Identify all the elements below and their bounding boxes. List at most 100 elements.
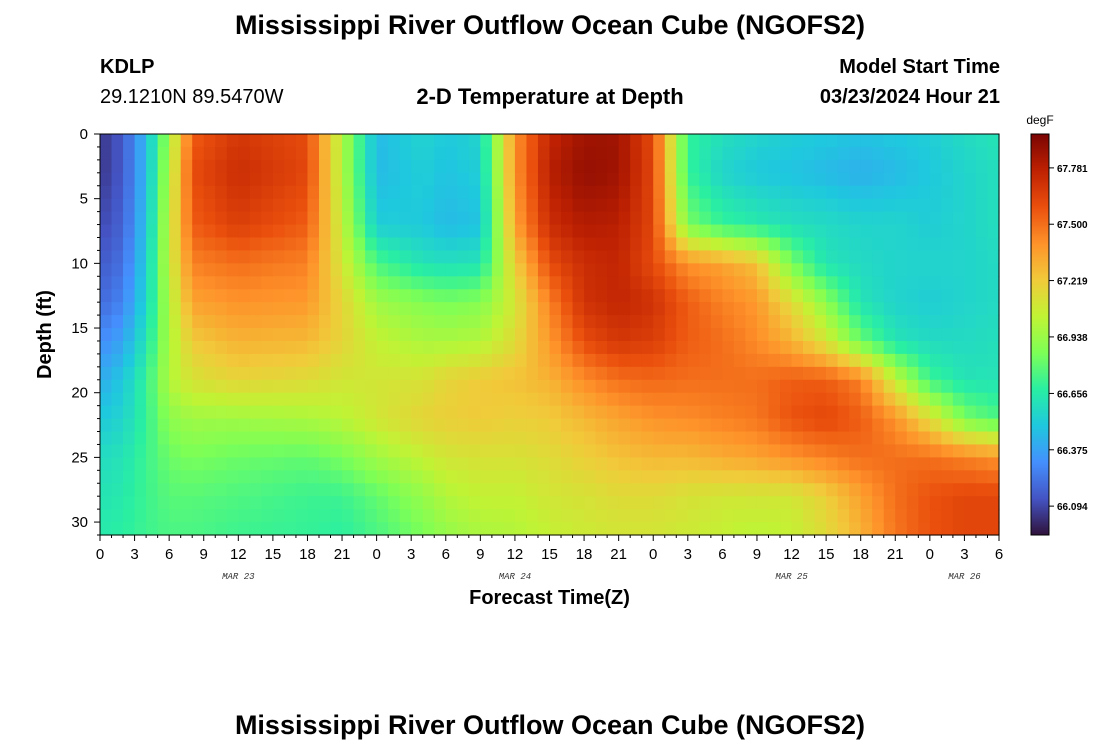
heatmap-cell <box>180 237 193 252</box>
heatmap-cell <box>733 211 747 226</box>
heatmap-cell <box>491 289 504 303</box>
heatmap-cell <box>468 509 481 523</box>
heatmap-cell <box>826 211 839 226</box>
heatmap-cell <box>526 276 539 290</box>
heatmap-cell <box>318 353 332 368</box>
heatmap-cell <box>284 146 297 161</box>
heatmap-cell <box>895 289 908 303</box>
heatmap-cell <box>618 237 631 252</box>
heatmap-cell <box>872 470 885 484</box>
heatmap-cell <box>342 418 355 433</box>
heatmap-cell <box>607 431 620 446</box>
heatmap-cell <box>491 159 504 174</box>
heatmap-cell <box>780 353 793 368</box>
heatmap-cell <box>342 340 355 355</box>
heatmap-cell <box>826 522 839 536</box>
heatmap-cell <box>733 353 747 368</box>
heatmap-cell <box>537 353 551 368</box>
y-tick-label: 0 <box>80 126 88 143</box>
heatmap-cell <box>376 263 389 277</box>
heatmap-cell <box>849 340 862 355</box>
heatmap-cell <box>595 392 608 407</box>
heatmap-cell <box>111 159 124 174</box>
heatmap-cell <box>399 353 412 368</box>
heatmap-cell <box>215 224 228 239</box>
heatmap-cell <box>952 328 966 342</box>
heatmap-cell <box>192 418 205 433</box>
heatmap-cell <box>584 250 597 264</box>
heatmap-cell <box>549 431 562 446</box>
heatmap-cell <box>307 198 320 213</box>
y-tick-label: 10 <box>71 255 88 272</box>
heatmap-cell <box>388 457 401 471</box>
heatmap-cell <box>399 418 412 433</box>
heatmap-cell <box>123 315 136 329</box>
heatmap-cell <box>872 302 885 316</box>
heatmap-cell <box>618 159 631 174</box>
heatmap-cell <box>284 198 297 213</box>
heatmap-cell <box>572 134 585 148</box>
heatmap-cell <box>872 159 885 174</box>
heatmap-cell <box>595 289 608 303</box>
heatmap-cell <box>549 522 562 536</box>
heatmap-cell <box>468 302 481 316</box>
heatmap-cell <box>353 470 366 484</box>
heatmap-cell <box>791 522 804 536</box>
heatmap-cell <box>607 405 620 420</box>
heatmap-cell <box>180 509 193 523</box>
heatmap-cell <box>745 522 758 536</box>
heatmap-cell <box>733 457 747 471</box>
heatmap-cell <box>964 263 977 277</box>
heatmap-cell <box>503 250 516 264</box>
heatmap-cell <box>733 289 747 303</box>
heatmap-cell <box>134 146 147 161</box>
heatmap-cell <box>630 211 643 226</box>
heatmap-cell <box>411 418 424 433</box>
heatmap-cell <box>399 509 412 523</box>
heatmap-cell <box>411 483 424 497</box>
heatmap-cell <box>687 496 700 510</box>
heatmap-cell <box>284 172 297 187</box>
heatmap-cell <box>964 185 977 200</box>
heatmap-cell <box>457 159 470 174</box>
heatmap-cell <box>146 211 159 226</box>
heatmap-cell <box>307 134 320 148</box>
heatmap-cell <box>872 263 885 277</box>
heatmap-cell <box>756 418 770 433</box>
heatmap-cell <box>249 172 262 187</box>
heatmap-cell <box>722 237 735 252</box>
heatmap-cell <box>722 418 735 433</box>
heatmap-cell <box>468 418 481 433</box>
heatmap-cells <box>100 134 1000 536</box>
heatmap-cell <box>157 483 170 497</box>
heatmap-cell <box>849 483 862 497</box>
heatmap-cell <box>975 159 989 174</box>
heatmap-cell <box>549 315 562 329</box>
heatmap-cell <box>295 418 309 433</box>
heatmap-cell <box>376 522 389 536</box>
heatmap-cell <box>607 444 620 458</box>
heatmap-cell <box>330 405 343 420</box>
heatmap-cell <box>123 263 136 277</box>
heatmap-cell <box>595 457 608 471</box>
heatmap-cell <box>318 418 332 433</box>
heatmap-cell <box>906 418 919 433</box>
heatmap-cell <box>722 379 735 394</box>
heatmap-cell <box>607 250 620 264</box>
heatmap-cell <box>203 457 216 471</box>
heatmap-cell <box>388 392 401 407</box>
heatmap-cell <box>906 237 919 252</box>
heatmap-cell <box>503 470 516 484</box>
heatmap-cell <box>837 457 850 471</box>
heatmap-cell <box>330 185 343 200</box>
heatmap-cell <box>710 457 723 471</box>
heatmap-cell <box>514 328 528 342</box>
heatmap-cell <box>572 159 585 174</box>
heatmap-cell <box>952 522 966 536</box>
heatmap-cell <box>630 315 643 329</box>
heatmap-cell <box>676 366 689 381</box>
heatmap-cell <box>791 250 804 264</box>
heatmap-cell <box>699 211 712 226</box>
heatmap-cell <box>883 431 896 446</box>
heatmap-cell <box>111 379 124 394</box>
